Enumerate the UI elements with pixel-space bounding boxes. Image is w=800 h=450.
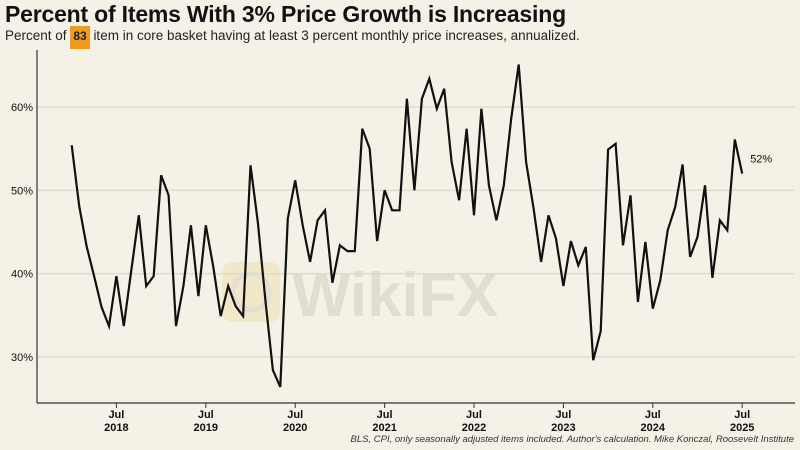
- x-tick-month: Jul: [377, 409, 393, 421]
- x-tick-year: 2021: [372, 422, 396, 434]
- x-tick-month: Jul: [555, 409, 571, 421]
- y-tick-label: 40%: [11, 269, 33, 281]
- x-tick-year: 2020: [283, 422, 307, 434]
- x-tick-month: Jul: [734, 409, 750, 421]
- x-tick-month: Jul: [466, 409, 482, 421]
- subtitle-prefix: Percent of: [5, 28, 67, 43]
- x-tick-year: 2024: [641, 422, 666, 434]
- y-tick-label: 60%: [11, 102, 33, 114]
- y-tick-label: 50%: [11, 185, 33, 197]
- subtitle-highlight: 83: [70, 26, 90, 49]
- x-tick-month: Jul: [287, 409, 303, 421]
- x-tick-year: 2025: [730, 422, 754, 434]
- source-note: BLS, CPI, only seasonally adjusted items…: [350, 434, 794, 445]
- svg-text:WikiFX: WikiFX: [292, 261, 498, 330]
- x-tick-year: 2019: [194, 422, 218, 434]
- series-line: [70, 64, 744, 388]
- subtitle-suffix: item in core basket having at least 3 pe…: [93, 28, 580, 43]
- y-tick-label: 30%: [11, 352, 33, 364]
- end-value-label: 52%: [750, 154, 772, 166]
- x-tick-month: Jul: [108, 409, 124, 421]
- chart-subtitle: Percent of 83 item in core basket having…: [5, 26, 580, 49]
- x-tick-year: 2023: [551, 422, 575, 434]
- x-tick-month: Jul: [198, 409, 214, 421]
- x-tick-year: 2022: [462, 422, 486, 434]
- x-tick-month: Jul: [645, 409, 661, 421]
- x-tick-year: 2018: [104, 422, 128, 434]
- chart-title: Percent of Items With 3% Price Growth is…: [5, 1, 566, 27]
